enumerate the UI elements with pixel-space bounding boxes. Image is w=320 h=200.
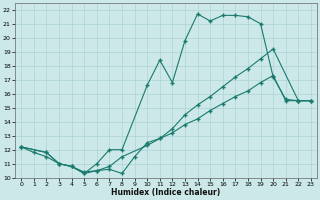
- X-axis label: Humidex (Indice chaleur): Humidex (Indice chaleur): [111, 188, 221, 197]
